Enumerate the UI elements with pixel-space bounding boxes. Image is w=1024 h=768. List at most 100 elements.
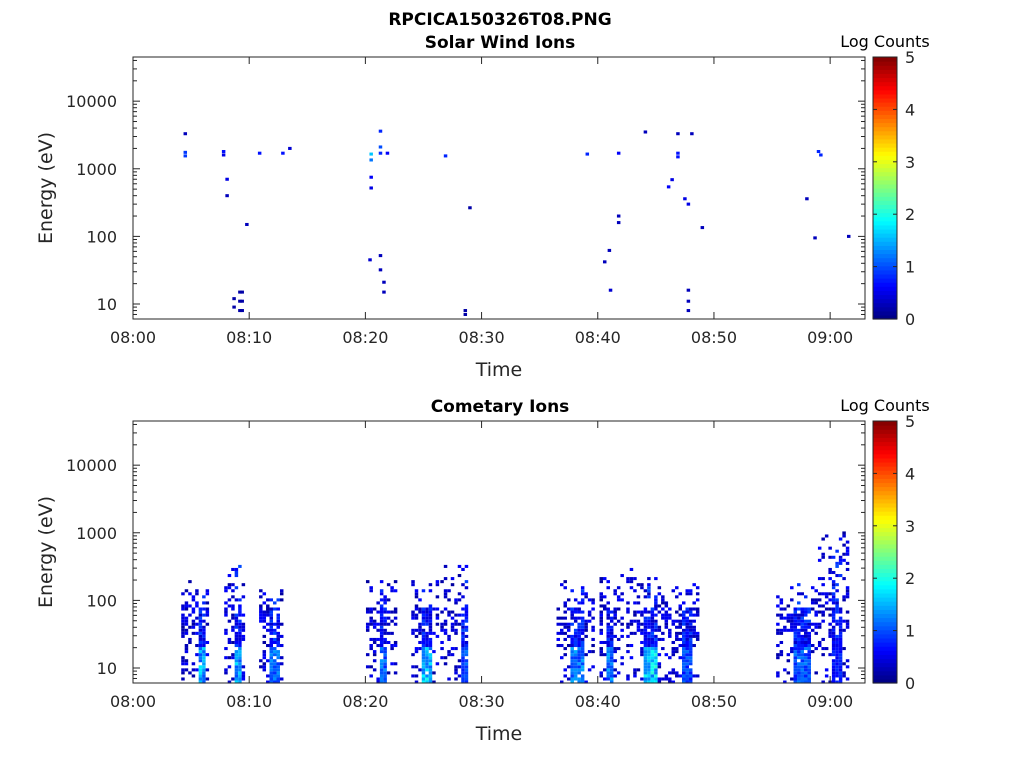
heatmap-cell — [198, 622, 203, 626]
heatmap-cell — [383, 610, 387, 614]
heatmap-cell — [379, 610, 384, 614]
heatmap-cell — [454, 628, 458, 632]
heatmap-cell — [570, 671, 574, 675]
heatmap-cell — [838, 537, 843, 541]
heatmap-cell — [786, 671, 791, 675]
heatmap-cell — [831, 659, 836, 663]
heatmap-cell — [234, 598, 239, 602]
heatmap-cell — [577, 607, 581, 611]
heatmap-cell — [817, 640, 822, 645]
heatmap-cell — [454, 665, 458, 669]
heatmap-cell — [181, 659, 185, 663]
heatmap-cell — [650, 625, 655, 629]
x-tick-label: 08:30 — [459, 328, 505, 347]
heatmap-cell — [379, 592, 384, 596]
heatmap-cell — [234, 613, 239, 617]
heatmap-cell — [606, 640, 610, 645]
heatmap-cell — [835, 634, 839, 638]
heatmap-cell — [845, 625, 850, 629]
heatmap-cell — [202, 634, 206, 638]
heatmap-cell — [688, 592, 693, 596]
heatmap-cell — [613, 650, 617, 654]
colorbar-segment — [873, 605, 897, 610]
heatmap-cell — [365, 653, 370, 657]
heatmap-cell — [205, 601, 210, 605]
heatmap-cell — [238, 613, 242, 617]
heatmap-cell — [654, 622, 658, 626]
heatmap-cell — [181, 592, 185, 596]
colorbar-segment — [873, 302, 897, 308]
heatmap-cell — [776, 653, 780, 657]
heatmap-cell — [804, 668, 808, 672]
heatmap-cell — [556, 637, 560, 641]
heatmap-cell — [661, 601, 665, 605]
heatmap-cell — [776, 595, 780, 599]
heatmap-cell — [807, 674, 811, 678]
heatmap-cell — [838, 574, 843, 578]
heatmap-cell — [609, 610, 614, 614]
heatmap-cell — [269, 625, 274, 629]
heatmap-cell — [831, 619, 836, 623]
heatmap-cell — [845, 592, 850, 596]
heatmap-cell — [814, 598, 818, 602]
heatmap-cell — [195, 592, 199, 596]
heatmap-cell — [654, 613, 658, 617]
heatmap-cell — [675, 595, 679, 599]
heatmap-cell — [831, 595, 836, 599]
heatmap-cell — [421, 653, 426, 657]
heatmap-cell — [181, 622, 185, 626]
heatmap-cell — [688, 631, 693, 635]
heatmap-cell — [831, 674, 836, 678]
heatmap-cell — [817, 610, 822, 614]
heatmap-cell — [668, 631, 672, 635]
heatmap-cell — [379, 668, 384, 672]
heatmap-cell — [570, 653, 574, 657]
colorbar-segment — [873, 527, 897, 533]
heatmap-cell — [566, 607, 571, 611]
heatmap-cell — [606, 662, 610, 666]
heatmap-cell — [421, 644, 426, 648]
heatmap-cell — [647, 668, 651, 672]
colorbar-segment — [873, 163, 897, 169]
heatmap-cell — [800, 680, 804, 684]
heatmap-cell — [238, 631, 242, 635]
heatmap-cell — [184, 662, 189, 666]
heatmap-cell — [846, 234, 851, 238]
heatmap-cell — [428, 616, 433, 620]
heatmap-cell — [205, 592, 210, 596]
heatmap-cell — [688, 622, 693, 626]
heatmap-cell — [828, 592, 832, 596]
heatmap-cell — [414, 674, 419, 678]
heatmap-cell — [461, 628, 465, 632]
heatmap-cell — [807, 677, 811, 681]
heatmap-cell — [793, 659, 798, 663]
heatmap-cell — [800, 671, 804, 675]
heatmap-cell — [831, 668, 836, 672]
heatmap-cell — [804, 674, 808, 678]
heatmap-cell — [613, 607, 617, 611]
heatmap-cell — [783, 616, 787, 620]
heatmap-cell — [838, 561, 843, 565]
heatmap-cell — [464, 659, 469, 663]
heatmap-cell — [432, 671, 436, 675]
colorbar-segment — [873, 138, 897, 144]
heatmap-cell — [238, 290, 242, 294]
heatmap-cell — [383, 628, 387, 632]
heatmap-cell — [259, 616, 263, 620]
heatmap-cell — [688, 680, 693, 684]
heatmap-cell — [783, 680, 787, 684]
heatmap-cell — [432, 650, 436, 654]
heatmap-cell — [234, 656, 239, 660]
colorbar-segment — [873, 65, 897, 70]
heatmap-cell — [580, 656, 585, 660]
heatmap-cell — [428, 644, 433, 648]
heatmap-cell — [685, 659, 689, 663]
heatmap-cell — [650, 644, 655, 648]
heatmap-cell — [184, 647, 189, 651]
heatmap-cell — [573, 653, 578, 657]
heatmap-cell — [183, 132, 188, 136]
heatmap-cell — [461, 668, 465, 672]
heatmap-cell — [202, 640, 206, 645]
heatmap-cell — [835, 549, 839, 553]
heatmap-cell — [238, 674, 242, 678]
